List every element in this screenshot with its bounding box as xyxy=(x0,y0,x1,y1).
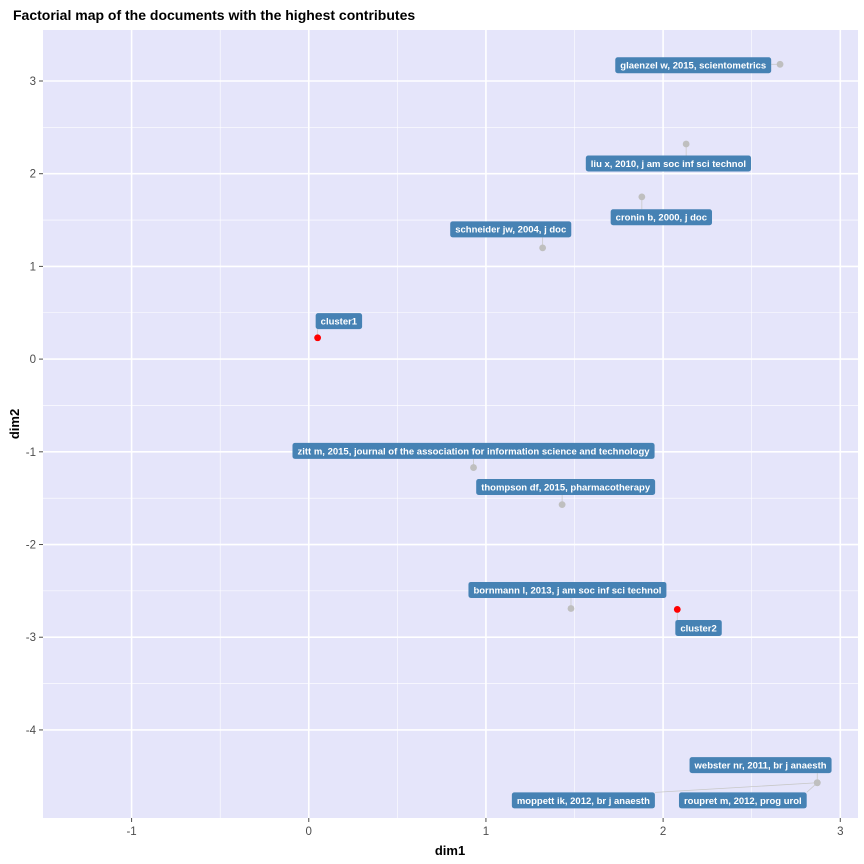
label-box xyxy=(292,442,655,459)
minor-gridlines xyxy=(43,30,858,818)
document-label: liu x, 2010, j am soc inf sci technol xyxy=(585,155,752,172)
label-text: cronin b, 2000, j doc xyxy=(616,213,707,224)
y-tick-label: -4 xyxy=(26,725,37,737)
y-tick-label: 3 xyxy=(30,76,36,88)
chart-title: Factorial map of the documents with the … xyxy=(13,7,415,23)
y-tick-label: -2 xyxy=(26,540,36,552)
label-text: liu x, 2010, j am soc inf sci technol xyxy=(591,159,746,170)
document-point xyxy=(539,244,547,252)
x-axis-title: dim1 xyxy=(435,843,465,858)
label-text: zitt m, 2015, journal of the association… xyxy=(297,446,650,457)
document-label: cronin b, 2000, j doc xyxy=(610,209,713,226)
label-text: moppett ik, 2012, br j anaesth xyxy=(517,796,650,807)
x-tick-label: 2 xyxy=(660,826,666,838)
document-point xyxy=(567,605,575,612)
label-text: bornmann l, 2013, j am soc inf sci techn… xyxy=(473,585,661,596)
cluster-label: cluster1 xyxy=(315,313,363,330)
x-tick-label: 1 xyxy=(483,826,489,838)
label-box xyxy=(585,155,752,172)
label-box xyxy=(476,479,656,496)
cluster-point xyxy=(673,606,681,613)
document-label: moppett ik, 2012, br j anaesth xyxy=(511,792,655,809)
y-tick-label: 0 xyxy=(30,354,36,366)
label-text: thompson df, 2015, pharmacotherapy xyxy=(481,482,651,493)
axis-ticks: -1 0 1 2 3 -4 -3 -2 -1 0 1 2 3 xyxy=(26,76,844,838)
y-tick-label: 2 xyxy=(30,169,36,181)
document-label: thompson df, 2015, pharmacotherapy xyxy=(476,479,656,496)
document-point xyxy=(558,501,566,509)
document-label: schneider jw, 2004, j doc xyxy=(450,221,572,238)
document-point xyxy=(470,464,477,471)
document-point xyxy=(813,779,821,787)
document-label: zitt m, 2015, journal of the association… xyxy=(292,442,655,459)
cluster-point xyxy=(314,334,322,342)
x-tick-label: 3 xyxy=(837,826,843,838)
x-tick-label: 0 xyxy=(306,826,312,838)
document-label: glaenzel w, 2015, scientometrics xyxy=(615,57,772,74)
document-label: bornmann l, 2013, j am soc inf sci techn… xyxy=(468,581,667,598)
x-tick-label: -1 xyxy=(126,826,136,838)
y-tick-label: -3 xyxy=(26,632,36,644)
label-box xyxy=(511,792,655,809)
leader-line xyxy=(654,782,818,793)
document-label: roupret m, 2012, prog urol xyxy=(678,792,807,809)
data-points xyxy=(314,60,821,787)
document-point xyxy=(638,193,646,201)
point-labels: glaenzel w, 2015, scientometrics liu x, 2… xyxy=(292,57,832,809)
label-text: cluster1 xyxy=(321,316,358,327)
label-box xyxy=(315,313,363,330)
label-box xyxy=(468,581,667,598)
plot-panel xyxy=(43,30,858,818)
document-point xyxy=(776,60,784,68)
document-point xyxy=(682,140,690,148)
label-text: cluster2 xyxy=(680,623,716,634)
label-text: schneider jw, 2004, j doc xyxy=(455,225,566,236)
label-text: glaenzel w, 2015, scientometrics xyxy=(620,61,766,72)
y-tick-label: 1 xyxy=(30,261,36,273)
y-axis-title: dim2 xyxy=(7,409,22,439)
major-gridlines xyxy=(43,30,858,818)
label-box xyxy=(450,221,572,238)
label-box xyxy=(675,619,722,636)
y-tick-label: -1 xyxy=(26,447,36,459)
label-box xyxy=(610,209,713,226)
label-box xyxy=(689,757,832,774)
document-label: webster nr, 2011, br j anaesth xyxy=(689,757,832,774)
label-box xyxy=(678,792,807,809)
label-text: webster nr, 2011, br j anaesth xyxy=(694,761,827,772)
label-box xyxy=(615,57,772,74)
label-text: roupret m, 2012, prog urol xyxy=(684,796,802,807)
cluster-label: cluster2 xyxy=(675,619,722,636)
